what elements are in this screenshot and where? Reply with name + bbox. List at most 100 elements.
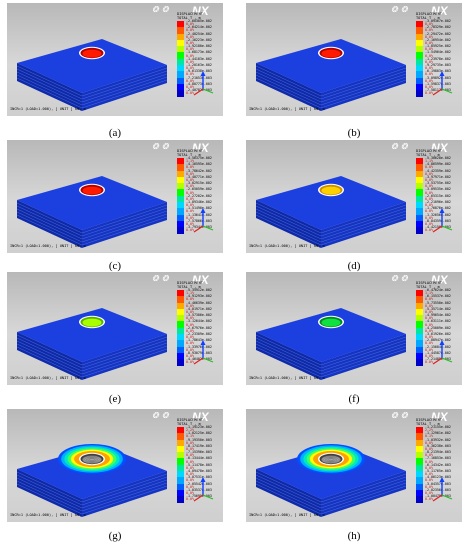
legend-value: -8.21394e-003 [425,450,451,455]
logo-mark-icon: ❂ ❂ [152,274,170,283]
legend-band [416,170,423,177]
legend-percent: 0.0% [425,459,433,464]
legend-band [177,46,184,53]
logo-mark-icon: ❂ ❂ [391,142,409,151]
result-type-label: DISPLACEMENT [177,281,203,285]
axis-triad-icon [193,340,214,365]
legend-percent: 0.0% [425,190,433,195]
legend-value: -4.46402e-003 [186,357,212,362]
legend-percent: 0.0% [425,40,433,45]
legend-value: -9.19350e-003 [186,437,212,442]
result-component-label: TOTAL T , m [416,16,440,20]
legend-percent: 0.0% [425,472,433,477]
legend-row: -7.57866e-003 0.0% [186,219,222,227]
legend-band [416,477,423,484]
legend-percent: 0.0% [186,222,194,227]
legend-percent: 0.1% [425,434,433,439]
legend-value: -3.53755e-002 [425,181,451,186]
legend-value: -3.78642e-002 [186,168,212,173]
legend-value: -2.40254e-002 [186,31,212,36]
status-line: INCR=1 (LOAD=1.000), [ UNIT ] kN, m [249,107,325,111]
legend-percent: 0.0% [425,491,433,496]
result-component-label: TOTAL T , m [177,16,201,20]
legend-percent: 0.0% [425,497,433,502]
legend-band [177,439,184,446]
legend-row: -6.15537e-002 0.0% [425,295,461,302]
legend-row: -3.78642e-002 0.0% [186,168,222,176]
status-line: INCR=1 (LOAD=1.000), [ UNIT ] kN, m [10,107,86,111]
legend-band [416,195,423,203]
legend-row: -6.14342e-003 0.0% [425,463,461,470]
legend-band [416,164,423,171]
legend-row: -5.73550e-002 0.0% [425,301,461,308]
midas-nx-logo: ❂ ❂ NX [391,141,461,155]
legend-percent: 0.0% [186,40,194,45]
legend-row: -7.58117e-003 0.0% [425,89,461,96]
model-view [16,176,168,248]
legend-percent: 0.0% [186,59,194,64]
legend-percent: 0.0% [186,472,194,477]
legend-band [416,464,423,472]
axis-triad-icon [193,477,214,502]
block-top-face [256,39,406,93]
legend-band [177,496,184,503]
legend-row: -4.56375e-002 1.1% [186,156,222,164]
legend-title: DISPLACEMENT TOTAL T , m [177,12,203,20]
legend-row: -6.47624e-002 1.1% [425,288,461,296]
legend-band [416,327,423,335]
legend-row: -1.78643e-002 0.0% [186,339,222,346]
legend-band [177,352,184,360]
legend-labels: -1.19123e-002 2.2% -1.02125e-002 0.1% -9.193… [186,425,222,502]
legend-row: -7.16853e-003 0.0% [425,457,461,464]
legend-band [416,359,423,366]
legend-percent: 0.0% [425,22,433,27]
legend-band [416,458,423,465]
brand-label: NX [192,141,209,155]
legend-percent: 0.0% [186,478,194,483]
legend-value: -2.65059e-002 [186,187,212,192]
legend-band [177,202,184,209]
legend-band [177,83,184,91]
legend-band [416,158,423,165]
legend-percent: 0.0% [425,328,433,333]
legend-percent: 1.1% [186,159,194,164]
legend-color-bar [177,158,184,234]
legend-row: -2.02356e-003 0.0% [425,488,461,496]
result-panel: ❂ ❂ NX DISPLACEMENT TOTAL T , m -5.30628e-00… [246,140,462,253]
legend-value: -2.21096e-002 [425,200,451,205]
legend-labels: -3.09367e-002 0.0% -2.78329e-002 0.0% -2.294… [425,19,461,96]
legend-value: -2.27202e-002 [186,193,212,198]
legend-row: -1.03537e-003 0.0% [186,488,222,495]
legend-percent: 0.0% [425,177,433,182]
legend-percent: 0.0% [186,196,194,201]
legend-row: -3.09367e-002 0.0% [425,19,461,27]
legend-value: -3.12644e-002 [186,319,212,324]
legend-row: -1.00479e-003 0.0% [425,495,461,502]
legend-row: -2.64214e-002 0.0% [186,26,222,33]
status-line: INCR=1 (LOAD=1.000), [ UNIT ] kN, m [10,376,86,380]
axis-triad-icon [193,208,214,233]
legend-value: -1.92180e-002 [186,44,212,49]
midas-nx-logo: ❂ ❂ NX [391,4,461,18]
logo-mark-icon: ❂ ❂ [152,142,170,151]
legend-value: -3.07531e-003 [186,475,212,480]
legend-color-bar [177,21,184,97]
legend-band [416,290,423,297]
legend-percent: 1.1% [425,291,433,296]
legend-percent: 0.0% [425,335,433,340]
legend-row: -3.40771e-002 0.0% [186,175,222,182]
legend-percent: 0.0% [186,72,194,77]
legend-value: -3.97971e-002 [425,174,451,179]
result-panel: ❂ ❂ NX DISPLACEMENT TOTAL T , m -5.35912e-00… [7,272,223,385]
legend-percent: 0.0% [425,453,433,458]
legend-percent: 0.0% [186,66,194,71]
legend-band [177,315,184,322]
legend-labels: -2.60305e-002 0.0% -2.64214e-002 0.0% -2.402… [186,19,222,96]
legend-percent: 0.0% [186,322,194,327]
legend-percent: 0.0% [186,177,194,182]
legend-value: -6.47624e-002 [425,288,451,292]
legend-band [177,58,184,66]
panel-caption: (b) [347,127,361,139]
legend-row: -8.93079e-003 0.0% [186,351,222,358]
model-view [16,308,168,380]
